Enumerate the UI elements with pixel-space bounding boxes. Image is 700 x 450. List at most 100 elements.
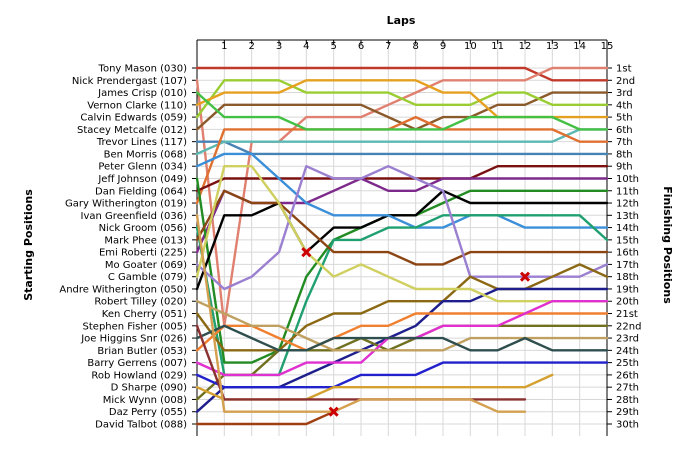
starting-position-label: Tony Mason (030) (98, 64, 188, 75)
finishing-position-label: 10th (616, 174, 639, 185)
x-tick-label: 6 (358, 41, 364, 52)
driver-position-line (195, 361, 609, 389)
driver-position-line (195, 128, 609, 156)
starting-position-label: Andre Witherington (050) (59, 284, 187, 295)
finishing-position-label: 9th (616, 162, 633, 173)
driver-position-line (195, 164, 609, 193)
starting-position-label: Barry Gerrens (007) (87, 358, 187, 369)
starting-position-label: Robert Tilley (020) (94, 297, 187, 308)
driver-position-line (195, 115, 609, 205)
retirement-marker (519, 271, 531, 282)
starting-position-label: Ben Morris (068) (104, 149, 187, 160)
finishing-position-label: 16th (616, 248, 639, 259)
finishing-position-label: 17th (616, 260, 639, 271)
driver-position-line (195, 189, 609, 266)
x-tick-label: 10 (464, 41, 477, 52)
finishing-position-label: 14th (616, 223, 639, 234)
starting-position-label: Rob Howland (029) (91, 370, 187, 381)
driver-position-line (195, 91, 609, 131)
starting-position-label: D Sharpe (090) (111, 383, 187, 394)
starting-position-label: David Talbot (088) (95, 420, 187, 431)
driver-position-line (195, 324, 609, 352)
x-tick-label: 1 (221, 41, 227, 52)
starting-position-label: Mark Phee (013) (104, 235, 187, 246)
finishing-position-labels: 1st2nd3rd4th5th6th7th8th9th10th11th12th1… (607, 64, 641, 431)
finishing-position-label: 8th (616, 149, 633, 160)
driver-position-line (195, 214, 527, 413)
starting-position-label: C Gamble (079) (108, 272, 187, 283)
driver-series (195, 66, 609, 426)
finishing-position-label: 28th (616, 395, 639, 406)
finishing-position-label: 24th (616, 346, 639, 357)
finishing-position-label: 25th (616, 358, 639, 369)
starting-position-label: Mick Wynn (008) (103, 395, 187, 406)
x-tick-label: 8 (412, 41, 418, 52)
finishing-position-label: 29th (616, 407, 639, 418)
driver-position-line (195, 410, 335, 426)
starting-position-label: Brian Butler (053) (97, 346, 187, 357)
finishing-position-label: 15th (616, 235, 639, 246)
starting-position-label: Emi Roberti (225) (99, 248, 187, 259)
finishing-position-label: 13th (616, 211, 639, 222)
retirement-markers (301, 247, 531, 417)
starting-position-label: Ken Cherry (051) (102, 309, 187, 320)
chart-title: Laps (387, 14, 416, 27)
starting-position-label: Dan Fielding (064) (95, 186, 187, 197)
driver-position-line (195, 152, 609, 229)
starting-position-label: Stephen Fisher (005) (83, 321, 188, 332)
finishing-position-label: 11th (616, 186, 639, 197)
starting-position-label: Trevor Lines (117) (96, 137, 187, 148)
driver-position-line (195, 189, 609, 291)
driver-position-line (195, 312, 609, 352)
starting-position-label: Calvin Edwards (059) (80, 113, 187, 124)
driver-position-line (195, 140, 609, 156)
driver-position-line (195, 66, 609, 327)
x-tick-label: 13 (546, 41, 559, 52)
x-tick-label: 3 (276, 41, 282, 52)
finishing-position-label: 23rd (616, 334, 639, 345)
finishing-position-label: 12th (616, 199, 639, 210)
driver-position-line (195, 263, 609, 352)
starting-position-label: Jeff Johnson (049) (97, 174, 187, 185)
retirement-marker (328, 406, 339, 417)
starting-position-label: Stacey Metcalfe (012) (77, 125, 187, 136)
finishing-position-label: 2nd (616, 76, 635, 87)
x-tick-label: 9 (440, 41, 446, 52)
starting-position-label: Peter Glenn (034) (98, 162, 187, 173)
x-tick-label: 4 (303, 41, 309, 52)
finishing-position-label: 26th (616, 370, 639, 381)
finishing-position-label: 18th (616, 272, 639, 283)
finishing-position-label: 6th (616, 125, 633, 136)
x-tick-label: 12 (519, 41, 532, 52)
x-tick-label: 7 (385, 41, 391, 52)
starting-position-label: Nick Groom (056) (99, 223, 188, 234)
driver-position-line (195, 79, 609, 119)
driver-position-line (195, 300, 609, 352)
starting-position-label: Gary Witherington (019) (65, 199, 187, 210)
x-axis-ticks: 1 2 3 4 5 6 7 8 9 10 11 12 13 14 15 (221, 40, 613, 52)
finishing-position-label: 21st (616, 309, 638, 320)
starting-position-label: Daz Perry (055) (109, 407, 187, 418)
retirement-marker (301, 247, 312, 258)
starting-position-label: Joe Higgins Snr (026) (80, 334, 187, 345)
x-tick-label: 15 (601, 41, 614, 52)
x-tick-label: 11 (491, 41, 504, 52)
finishing-position-label: 19th (616, 284, 639, 295)
finishing-position-label: 4th (616, 100, 633, 111)
starting-position-labels: Tony Mason (030)Nick Prendergast (107)Ja… (59, 64, 197, 431)
x-tick-label: 14 (573, 41, 586, 52)
x-tick-label: 5 (330, 41, 336, 52)
finishing-position-label: 20th (616, 297, 639, 308)
starting-position-label: Vernon Clarke (110) (87, 100, 187, 111)
finishing-position-label: 30th (616, 420, 639, 431)
y-axis-title-right: Finishing Positions (661, 186, 674, 304)
y-axis-title-left: Starting Positions (22, 189, 35, 301)
driver-position-line (195, 324, 609, 401)
driver-position-line (195, 164, 609, 303)
x-tick-label: 2 (248, 41, 254, 52)
finishing-position-label: 27th (616, 383, 639, 394)
starting-position-label: Ivan Greenfield (036) (81, 211, 188, 222)
starting-position-label: James Crisp (010) (97, 88, 187, 99)
